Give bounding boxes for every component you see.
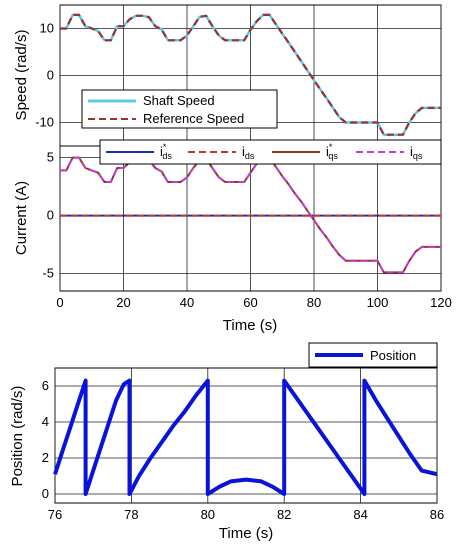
speed-legend-box — [81, 89, 278, 129]
position-panel: 0 2 4 6 76 78 80 82 84 86 Position (rad/s) Time … — [9, 342, 444, 542]
speed-series — [60, 13, 441, 136]
x-tick-label: 82 — [277, 507, 291, 522]
x-tick-label: 100 — [367, 295, 389, 310]
speed-legend: Shaft Speed Reference Speed — [81, 89, 278, 129]
y-tick-label: 4 — [42, 414, 49, 429]
speed-panel: -10 0 10 Speed (rad/s) Shaft Speed Referen… — [13, 4, 442, 147]
x-tick-label: 40 — [180, 295, 194, 310]
position-grid — [54, 368, 438, 503]
series-line-1 — [53, 378, 438, 496]
current-x-ticks: 0 20 40 60 80 100 120 — [56, 295, 451, 310]
series-line-4 — [60, 156, 441, 274]
current-y-ticks: -5 0 5 — [42, 150, 54, 281]
legend-label-reference-speed: Reference Speed — [143, 111, 244, 126]
x-tick-label: 80 — [201, 507, 215, 522]
y-tick-label: 5 — [47, 150, 54, 165]
y-tick-label: 6 — [42, 378, 49, 393]
position-y-ticks: 0 2 4 6 — [42, 378, 49, 501]
x-tick-label: 80 — [307, 295, 321, 310]
y-tick-label: -5 — [42, 266, 54, 281]
y-tick-label: 2 — [42, 450, 49, 465]
y-tick-label: -10 — [35, 115, 54, 130]
speed-y-axis-label: Speed (rad/s) — [13, 30, 30, 121]
current-x-axis-label: Time (s) — [223, 317, 277, 334]
x-tick-label: 0 — [56, 295, 63, 310]
position-y-axis-label: Position (rad/s) — [9, 386, 26, 487]
legend-label-position: Position — [370, 348, 416, 363]
y-tick-label: 0 — [42, 486, 49, 501]
current-series — [60, 156, 441, 274]
current-legend: i* ds ids i* qs iqs — [99, 139, 442, 165]
legend-label-iqs: iqs — [410, 144, 423, 161]
speed-y-ticks: -10 0 10 — [35, 21, 54, 130]
x-tick-label: 20 — [116, 295, 130, 310]
series-line-2 — [60, 13, 441, 136]
current-y-axis-label: Current (A) — [13, 181, 30, 255]
current-panel: -505 0 20 40 60 80 100 120 Current (A) Time (s… — [13, 139, 452, 334]
position-x-ticks: 76 78 80 82 84 86 — [48, 507, 444, 522]
legend-label-ids: ids — [242, 144, 255, 161]
legend-label-shaft-speed: Shaft Speed — [143, 93, 215, 108]
x-tick-label: 86 — [430, 507, 444, 522]
legend-label-ref-ids: i* ds — [160, 142, 172, 161]
x-tick-label: 60 — [243, 295, 257, 310]
x-tick-label: 84 — [353, 507, 367, 522]
x-tick-label: 78 — [124, 507, 138, 522]
y-tick-label: 0 — [47, 208, 54, 223]
legend-label-ref-iqs: i* qs — [326, 142, 338, 161]
x-tick-label: 76 — [48, 507, 62, 522]
position-series — [53, 378, 438, 496]
y-tick-label: 10 — [40, 21, 54, 36]
position-plot-area — [54, 367, 438, 504]
position-x-axis-label: Time (s) — [219, 525, 273, 542]
position-legend: Position — [308, 342, 438, 368]
x-tick-label: 120 — [430, 295, 452, 310]
y-tick-label: 0 — [47, 68, 54, 83]
